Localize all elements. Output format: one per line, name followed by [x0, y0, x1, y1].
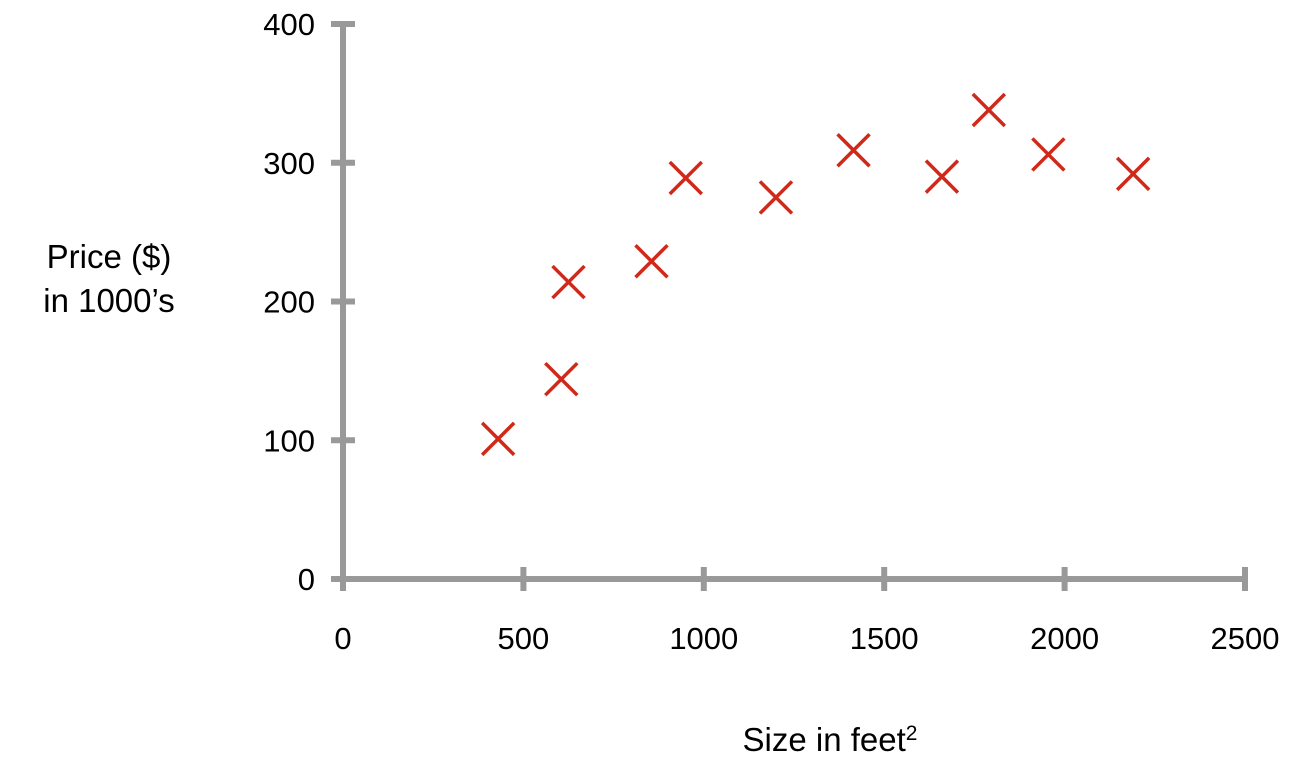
data-point-x-marker: [480, 421, 516, 457]
data-point-x-marker: [924, 159, 960, 194]
y-tick-label: 400: [263, 7, 315, 42]
data-point-x-marker: [668, 160, 703, 196]
y-axis-title-line1: Price ($): [46, 238, 172, 275]
x-axis-title-text: Size in feet: [742, 721, 906, 758]
x-tick-label: 500: [498, 621, 550, 656]
x-tick-label: 0: [334, 621, 351, 656]
x-tick-label: 2500: [1211, 621, 1280, 656]
data-point-x-marker: [551, 264, 586, 300]
y-tick-label: 300: [263, 146, 315, 181]
y-tick-label: 200: [263, 285, 315, 320]
y-axis-title-line2: in 1000’s: [43, 282, 175, 319]
data-point-x-marker: [1115, 156, 1151, 192]
data-point-x-marker: [544, 361, 579, 397]
data-point-x-marker: [836, 133, 871, 168]
y-axis-title: Price ($) in 1000’s: [4, 235, 214, 323]
data-points: [480, 92, 1151, 457]
y-tick-label: 100: [263, 423, 315, 458]
data-point-x-marker: [758, 180, 794, 215]
x-axis-title: Size in feet2: [650, 712, 1010, 762]
data-point-x-marker: [634, 244, 669, 279]
x-axis-title-superscript: 2: [905, 722, 918, 745]
x-tick-label: 2000: [1030, 621, 1099, 656]
x-tick-label: 1000: [669, 621, 738, 656]
tick-labels: 0 100 200 300 400 0 500 1000 1500 2000 2500: [263, 7, 1279, 656]
axes: [331, 21, 1248, 591]
x-tick-label: 1500: [850, 621, 919, 656]
y-tick-label: 0: [298, 562, 315, 597]
data-point-x-marker: [1031, 137, 1066, 172]
data-point-x-marker: [971, 92, 1007, 128]
